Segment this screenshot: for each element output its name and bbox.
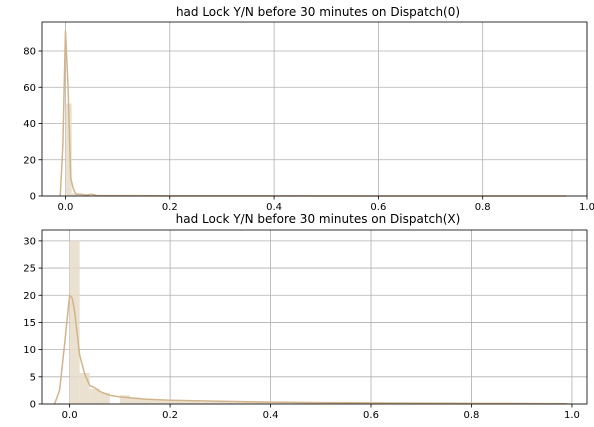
density-curve xyxy=(53,294,567,405)
histogram-bar xyxy=(190,401,201,404)
x-tick-label: 0.0 xyxy=(58,202,74,213)
histogram-bar xyxy=(160,400,171,404)
panel-2-frame xyxy=(41,229,588,405)
histogram-bar xyxy=(200,401,211,404)
y-tick-label: 25 xyxy=(23,264,36,275)
panel-1-x-ticks: 0.0 0.2 0.4 0.6 0.8 1.0 xyxy=(58,196,594,213)
histogram-bar xyxy=(99,393,110,404)
histogram-bar xyxy=(65,103,72,196)
y-tick-label: 80 xyxy=(23,47,36,58)
x-tick-label: 0.8 xyxy=(464,410,480,421)
histogram-bar xyxy=(180,401,191,404)
histogram-bar xyxy=(89,388,100,404)
y-tick-label: 40 xyxy=(23,119,36,130)
panel-1-frame xyxy=(41,21,588,197)
histogram-bar xyxy=(149,399,161,404)
histogram-bar xyxy=(330,403,341,404)
y-tick-label: 10 xyxy=(23,345,36,356)
histogram-bar xyxy=(170,400,181,404)
y-tick-label: 20 xyxy=(23,155,36,166)
histogram-bar xyxy=(77,194,85,196)
histogram-bar xyxy=(139,398,150,404)
panel-2-grid xyxy=(42,230,587,405)
y-tick-label: 60 xyxy=(23,83,36,94)
histogram-bar xyxy=(350,403,361,404)
histogram-bar xyxy=(79,373,90,404)
panel-1-title: had Lock Y/N before 30 minutes on Dispat… xyxy=(176,5,460,19)
histogram-bar xyxy=(230,402,241,404)
y-tick-label: 0 xyxy=(30,400,36,411)
histogram-bar xyxy=(270,402,281,404)
histogram-bar xyxy=(340,403,351,404)
panel-2: had Lock Y/N before 30 minutes on Dispat… xyxy=(23,212,588,421)
histogram-bar xyxy=(220,401,231,404)
x-tick-label: 0.2 xyxy=(162,410,178,421)
y-tick-label: 0 xyxy=(30,192,36,203)
histogram-bar xyxy=(280,402,291,404)
panel-1-y-ticks: 0 20 40 60 80 xyxy=(23,47,42,203)
x-tick-label: 0.2 xyxy=(162,202,178,213)
histogram-bar xyxy=(210,401,221,404)
histogram-bar xyxy=(119,395,130,404)
histogram-bar xyxy=(69,240,80,404)
histogram-bar xyxy=(290,402,301,404)
x-tick-label: 0.6 xyxy=(363,410,379,421)
y-tick-label: 20 xyxy=(23,291,36,302)
panel-1: had Lock Y/N before 30 minutes on Dispat… xyxy=(23,5,594,213)
x-tick-label: 0.6 xyxy=(370,202,386,213)
x-tick-label: 0.8 xyxy=(475,202,491,213)
panel-2-x-ticks: 0.0 0.2 0.4 0.6 0.8 1.0 xyxy=(62,404,580,421)
x-tick-label: 0.4 xyxy=(266,202,282,213)
y-tick-label: 15 xyxy=(23,318,36,329)
histogram-bar xyxy=(310,402,321,404)
panel-2-y-ticks: 0 5 10 15 20 25 30 xyxy=(23,236,42,411)
x-tick-label: 1.0 xyxy=(564,410,580,421)
panel-2-title: had Lock Y/N before 30 minutes on Dispat… xyxy=(176,212,461,226)
panel-2-density xyxy=(53,294,567,405)
y-tick-label: 5 xyxy=(30,372,36,383)
histogram-bar xyxy=(240,402,251,404)
histogram-bar xyxy=(320,402,331,404)
y-tick-label: 30 xyxy=(23,236,36,247)
histogram-bar xyxy=(71,193,78,196)
x-tick-label: 0.0 xyxy=(62,410,78,421)
x-tick-label: 1.0 xyxy=(579,202,594,213)
histogram-bar xyxy=(129,397,140,404)
histogram-bar xyxy=(250,402,261,404)
histogram-bar xyxy=(300,402,311,404)
histogram-bar xyxy=(260,402,271,404)
x-tick-label: 0.4 xyxy=(263,410,279,421)
